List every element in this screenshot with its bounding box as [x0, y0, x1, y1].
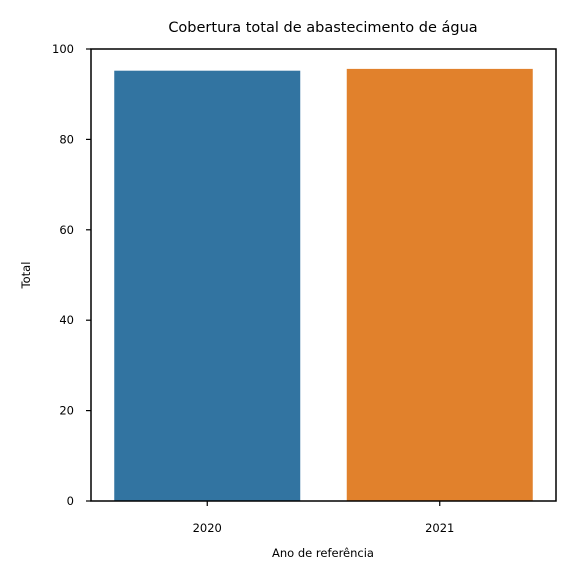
bar-2020	[114, 70, 301, 502]
y-tick-label-80: 80	[59, 132, 74, 146]
y-axis-label: Total	[19, 262, 33, 290]
chart-title: Cobertura total de abastecimento de água	[168, 20, 477, 36]
y-tick-label-40: 40	[59, 313, 74, 327]
y-tick-label-100: 100	[52, 42, 74, 56]
y-tick-label-0: 0	[67, 494, 74, 508]
plot-frame	[90, 48, 557, 502]
x-tick-label-2021: 2021	[425, 521, 454, 535]
y-tick-label-20: 20	[59, 404, 74, 418]
bars-layer	[114, 68, 533, 502]
x-tick-label-2020: 2020	[193, 521, 222, 535]
y-tick-label-60: 60	[59, 223, 74, 237]
x-axis-label: Ano de referência	[272, 546, 374, 560]
bar-2021	[346, 68, 533, 501]
y-axis: 0 20 40 60 80 100	[52, 42, 91, 508]
x-axis: 2020 2021	[193, 501, 454, 535]
